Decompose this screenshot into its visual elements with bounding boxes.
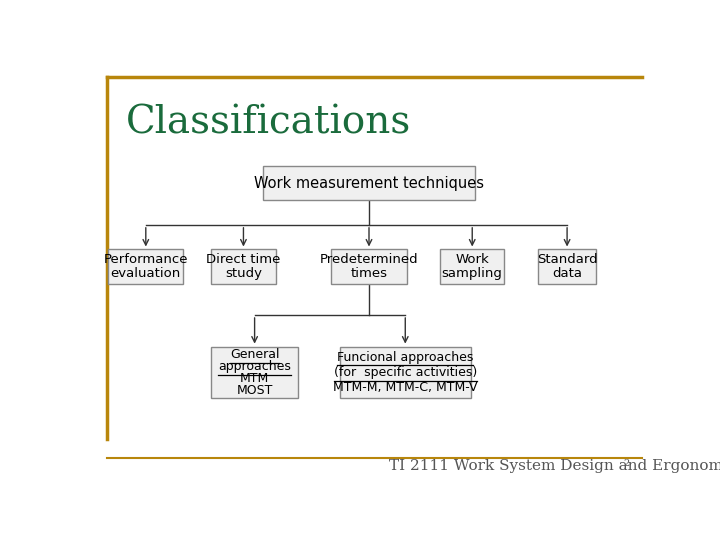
Text: Work: Work [455, 253, 489, 266]
Text: evaluation: evaluation [111, 267, 181, 280]
Text: 2: 2 [623, 458, 629, 468]
Text: study: study [225, 267, 262, 280]
Text: times: times [351, 267, 387, 280]
Text: TI 2111 Work System Design and Ergonomics: TI 2111 Work System Design and Ergonomic… [389, 459, 720, 473]
Text: Funcional approaches: Funcional approaches [337, 350, 474, 364]
Text: approaches: approaches [218, 360, 291, 373]
FancyBboxPatch shape [212, 249, 276, 284]
FancyBboxPatch shape [440, 249, 504, 284]
FancyBboxPatch shape [340, 347, 471, 399]
Text: General: General [230, 348, 279, 361]
Text: Predetermined: Predetermined [320, 253, 418, 266]
Text: (for  specific activities): (for specific activities) [333, 366, 477, 379]
Text: data: data [552, 267, 582, 280]
FancyBboxPatch shape [538, 249, 596, 284]
Text: Performance: Performance [104, 253, 188, 266]
FancyBboxPatch shape [263, 166, 475, 200]
Text: Work measurement techniques: Work measurement techniques [254, 176, 484, 191]
FancyBboxPatch shape [331, 249, 407, 284]
FancyBboxPatch shape [108, 249, 184, 284]
Text: Classifications: Classifications [126, 104, 412, 141]
Text: Standard: Standard [537, 253, 598, 266]
Text: MTM: MTM [240, 372, 269, 385]
Text: sampling: sampling [442, 267, 503, 280]
Text: MTM-M, MTM-C, MTM-V: MTM-M, MTM-C, MTM-V [333, 381, 477, 394]
FancyBboxPatch shape [212, 347, 298, 399]
Text: MOST: MOST [236, 384, 273, 397]
Text: Direct time: Direct time [206, 253, 281, 266]
